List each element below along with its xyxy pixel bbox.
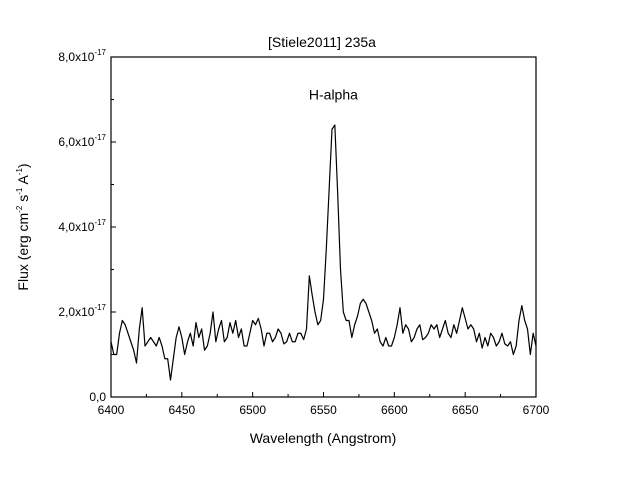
y-axis-label-sup3: -1 [15, 168, 24, 176]
y-axis-label-prefix: Flux (erg cm [15, 213, 31, 291]
y-tick-label-exp: -17 [94, 48, 106, 57]
y-tick-label: 8,0x10-17 [58, 48, 106, 64]
x-tick-label: 6450 [168, 403, 195, 417]
annotation-layer: H-alpha [309, 87, 358, 103]
x-tick-label: 6600 [381, 403, 408, 417]
y-axis-label-mid1: s [15, 195, 31, 206]
x-axis: 6400 6450 6500 6550 6600 6650 6700 [98, 392, 550, 417]
y-tick-label: 4,0x10-17 [58, 218, 106, 234]
y-tick-label: 2,0x10-17 [58, 303, 106, 319]
y-tick-label: 0,0 [89, 390, 106, 404]
x-tick-label: 6400 [98, 403, 125, 417]
chart-title: [Stiele2011] 235a [268, 34, 376, 50]
x-axis-label: Wavelength (Angstrom) [250, 430, 397, 446]
y-axis-label-sup2: -1 [15, 187, 24, 195]
x-tick-label: 6500 [239, 403, 266, 417]
y-tick-label-base: 4,0x10 [58, 220, 94, 234]
peak-annotation: H-alpha [309, 87, 358, 103]
y-tick-label-base: 0,0 [89, 390, 106, 404]
y-tick-label-exp: -17 [94, 218, 106, 227]
y-axis: 0,02,0x10-174,0x10-176,0x10-178,0x10-17 [58, 48, 116, 404]
y-axis-label-mid2: A [15, 175, 31, 188]
y-tick-label: 6,0x10-17 [58, 133, 106, 149]
series-layer [110, 124, 537, 381]
x-tick-label: 6700 [523, 403, 550, 417]
y-axis-label-suffix: ) [15, 163, 31, 168]
x-tick-label: 6550 [310, 403, 337, 417]
y-axis-label: Flux (erg cm-2 s-1 A-1) [15, 163, 31, 290]
y-axis-label-sup1: -2 [15, 205, 24, 213]
x-tick-label: 6650 [452, 403, 479, 417]
y-tick-label-exp: -17 [94, 303, 106, 312]
y-tick-label-base: 2,0x10 [58, 305, 94, 319]
y-tick-label-base: 6,0x10 [58, 135, 94, 149]
y-tick-label-exp: -17 [94, 133, 106, 142]
spectrum-line [110, 124, 537, 381]
y-tick-label-base: 8,0x10 [58, 50, 94, 64]
